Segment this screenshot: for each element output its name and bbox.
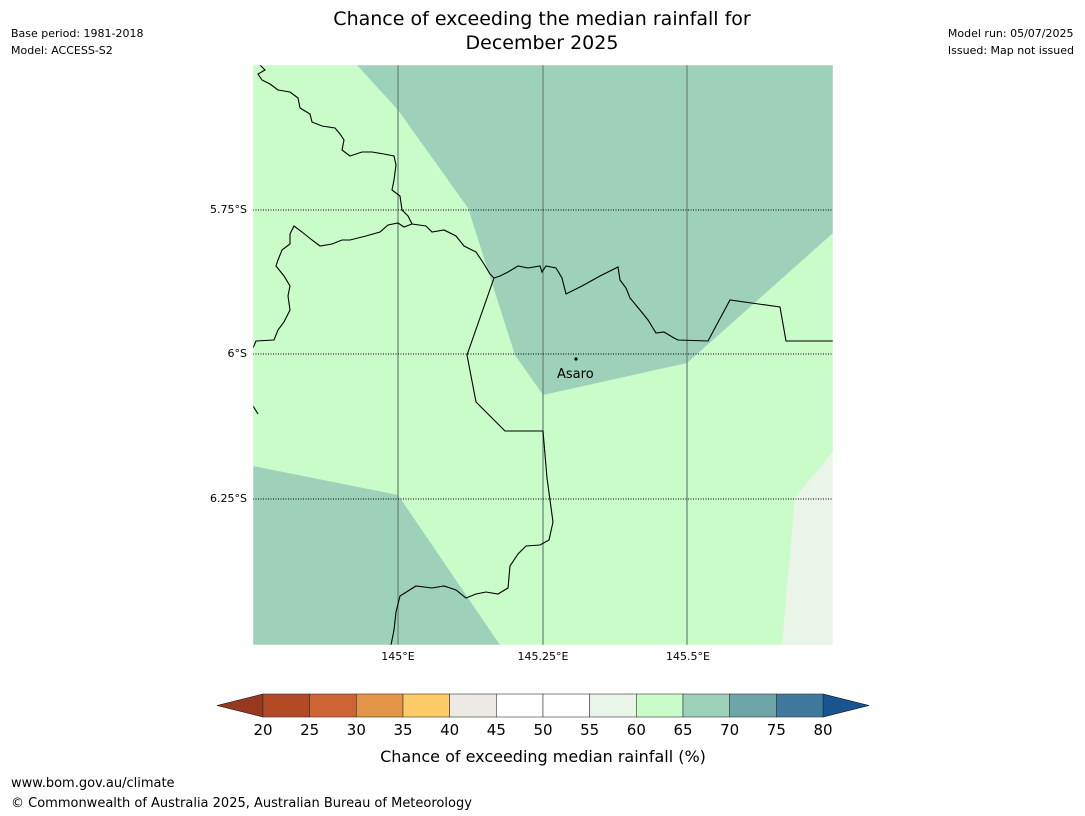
model-text: Model: ACCESS-S2 <box>11 44 113 57</box>
boundary-west <box>253 65 413 349</box>
colorbar-tick-label: 75 <box>767 721 786 739</box>
colorbar-tick-label: 45 <box>487 721 506 739</box>
colorbar-tick-label: 65 <box>673 721 692 739</box>
probability-band-65-70-southwest <box>253 466 500 645</box>
map-title: Chance of exceeding the median rainfall … <box>242 7 842 55</box>
colorbar-segment <box>729 693 777 718</box>
metadata-left: Base period: 1981-2018 Model: ACCESS-S2 <box>11 25 143 59</box>
colorbar-segment <box>402 693 450 718</box>
colorbar-ticks: 20 25 30 35 40 45 50 55 60 65 70 75 80 <box>253 721 832 739</box>
colorbar-segment <box>262 693 310 718</box>
colorbar-extend-high <box>822 693 870 718</box>
footer-copyright: © Commonwealth of Australia 2025, Austra… <box>11 796 472 811</box>
boundary-central-south <box>390 277 554 645</box>
colorbar-tick-label: 30 <box>347 721 366 739</box>
colorbar-segment <box>309 693 357 718</box>
colorbar-tick-label: 35 <box>393 721 412 739</box>
lon-label-145-5: 145.5°E <box>666 650 710 663</box>
colorbar-extend-low <box>216 693 264 718</box>
lon-label-145-25: 145.25°E <box>518 650 569 663</box>
colorbar-label: Chance of exceeding median rainfall (%) <box>380 747 706 766</box>
colorbar-tick-label: 55 <box>580 721 599 739</box>
colorbar: 20 25 30 35 40 45 50 55 60 65 70 75 80 Chance of exc… <box>216 693 870 766</box>
colorbar-segment <box>542 693 590 718</box>
colorbar-segment <box>682 693 730 718</box>
colorbar-tick-label: 40 <box>440 721 459 739</box>
colorbar-segment <box>776 693 824 718</box>
lat-label-6-25: 6.25°S <box>210 492 247 505</box>
metadata-right: Model run: 05/07/2025 Issued: Map not is… <box>948 25 1074 59</box>
map-title-line1: Chance of exceeding the median rainfall … <box>333 8 751 30</box>
colorbar-tick-label: 50 <box>533 721 552 739</box>
lon-label-145: 145°E <box>381 650 414 663</box>
colorbar-segment <box>496 693 544 718</box>
colorbar-tick-label: 25 <box>300 721 319 739</box>
probability-band-55-60-southeast <box>782 452 833 645</box>
colorbar-segment <box>449 693 497 718</box>
administrative-boundaries <box>253 65 833 645</box>
probability-band-corner <box>815 65 833 70</box>
model-run-text: Model run: 05/07/2025 <box>947 27 1074 40</box>
lat-label-6: 6°S <box>228 347 247 360</box>
map-panel: Asaro <box>253 65 833 645</box>
colorbar-tick-label: 70 <box>720 721 739 739</box>
boundary-north-east <box>411 223 833 342</box>
colorbar-tick-label: 60 <box>627 721 646 739</box>
issued-text: Issued: Map not issued <box>947 44 1074 57</box>
colorbar-segments <box>262 693 824 718</box>
colorbar-tick-label: 80 <box>813 721 832 739</box>
lat-label-5-75: 5.75°S <box>210 203 247 216</box>
base-period-text: Base period: 1981-2018 <box>11 27 144 40</box>
map-title-line2: December 2025 <box>465 32 619 54</box>
place-label-asaro: Asaro <box>557 367 594 382</box>
place-marker-asaro <box>574 357 578 361</box>
colorbar-tick-label: 20 <box>253 721 272 739</box>
colorbar-segment <box>589 693 637 718</box>
map-frame <box>252 64 834 646</box>
boundary-west-fragment <box>253 405 259 415</box>
footer: www.bom.gov.au/climate © Commonwealth of… <box>11 774 472 814</box>
colorbar-segment <box>636 693 684 718</box>
footer-url: www.bom.gov.au/climate <box>11 776 175 791</box>
colorbar-segment <box>356 693 404 718</box>
probability-band-65-70-north <box>357 65 833 395</box>
